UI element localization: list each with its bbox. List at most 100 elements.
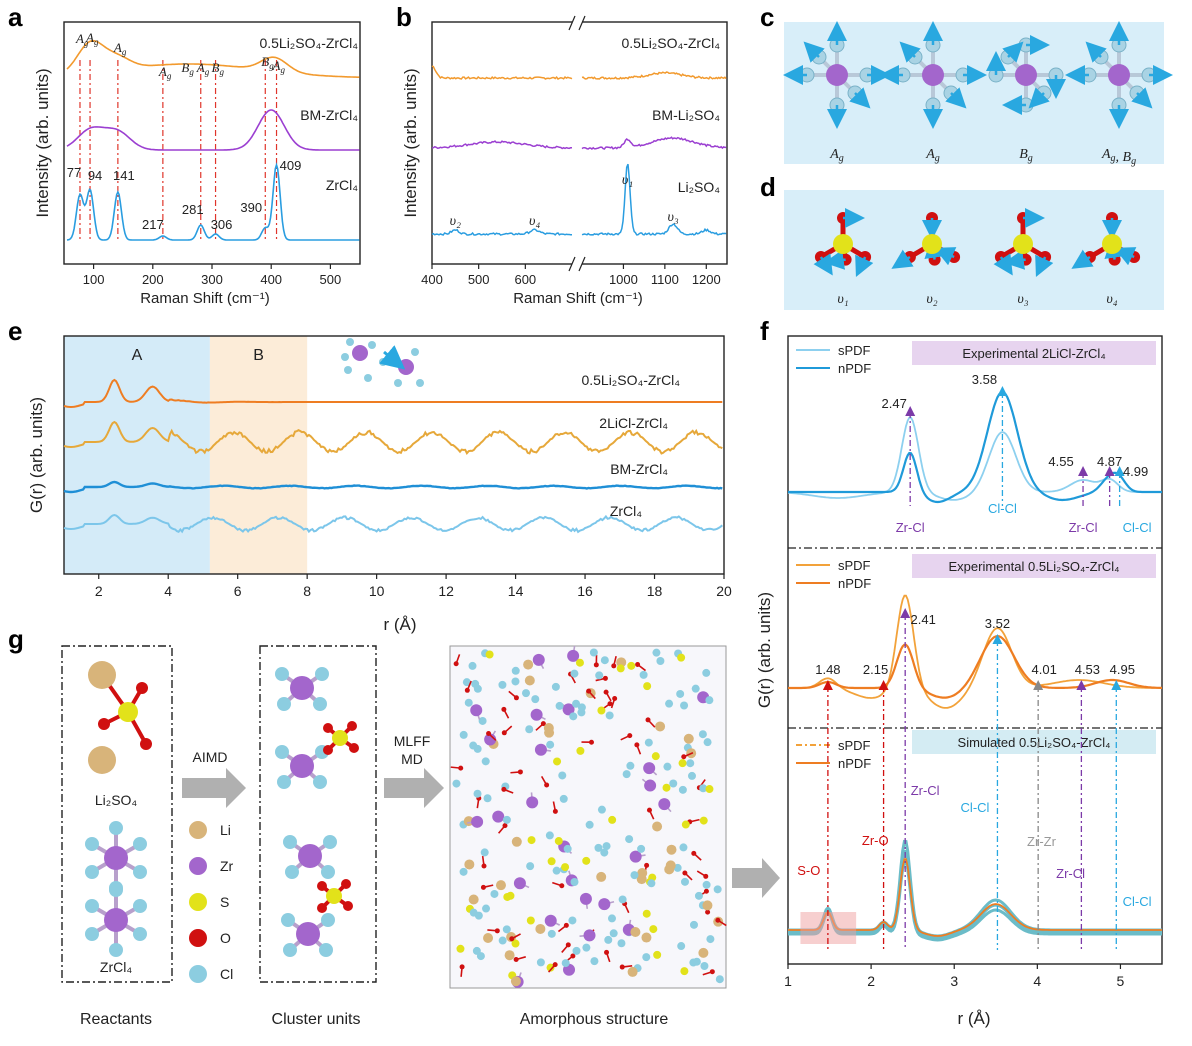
g-amorph-atom-cl	[561, 959, 570, 968]
g-amorph-atom-o	[703, 888, 709, 894]
e-inset-cl-atom	[344, 366, 352, 374]
f-title-box-1	[912, 554, 1156, 578]
g-amorph-atom-zr	[526, 796, 539, 809]
g-amorph-atom-o	[645, 717, 651, 723]
d-mode-label: υ₃	[1017, 292, 1028, 307]
g-amorph-atom-o	[565, 942, 571, 948]
legend-b-2: Li₂SO₄	[678, 179, 721, 195]
panel-letter-f: f	[760, 316, 769, 346]
c-zr-atom	[922, 64, 944, 86]
f1-peak-marker	[1104, 466, 1115, 476]
c-displacement-arrow	[849, 87, 871, 109]
g-amorph-atom-o	[570, 953, 576, 959]
g-amorph-atom-cl	[595, 671, 604, 680]
g-amorph-atom-cl	[680, 701, 689, 710]
g-amorph-atom-li	[483, 932, 494, 943]
label-md: MD	[401, 751, 423, 767]
panel-g-schematic: Li Zr S O Cl Reactants Cluster units Amorpho…	[61, 645, 780, 1028]
g-amorph-atom-li	[495, 880, 506, 891]
g-amorph-atom-s	[575, 658, 584, 667]
g-amorph-atom-zr	[492, 810, 505, 823]
g-amorph-atom-cl	[600, 848, 609, 857]
g-amorph-atom-cl	[597, 805, 606, 814]
e-xtick-label: 8	[303, 583, 311, 599]
g-amorph-atom-o	[634, 742, 640, 748]
g-amorph-atom-cl	[607, 914, 616, 923]
f1-spdf	[787, 416, 1162, 501]
g-amorph-atom-s	[643, 682, 652, 691]
panel-f-xlabel: r (Å)	[957, 1009, 990, 1028]
g-amorph-atom-cl	[551, 682, 560, 691]
g-cl-atom	[275, 667, 289, 681]
a-peak-label: 306	[211, 217, 233, 232]
g-amorph-atom-o	[540, 721, 546, 727]
caption-reactants: Reactants	[80, 1011, 152, 1028]
g-amorph-atom-cl	[482, 904, 491, 913]
g-amorph-atom-s	[511, 939, 520, 948]
g-cl-atom	[85, 927, 99, 941]
c-mode-label: Bg	[1019, 147, 1033, 164]
g-amorph-atom-cl	[622, 770, 631, 779]
g-amorph-atom-cl	[590, 957, 599, 966]
f2-peak-label: 4.95	[1110, 662, 1135, 677]
g-amorph-atom-cl	[585, 820, 594, 829]
b-series-right-2	[581, 163, 727, 236]
g-cl-atom	[315, 667, 329, 681]
g-amorph-atom-s	[576, 746, 585, 755]
g-legend-label: Cl	[220, 966, 233, 982]
panel-letter-e: e	[8, 316, 22, 346]
g-amorph-atom-cl	[555, 701, 564, 710]
e-inset-cl-atom	[368, 341, 376, 349]
g-amorph-atom-cl	[572, 946, 581, 955]
g-amorph-atom-li	[464, 859, 475, 870]
c-zr-atom	[826, 64, 848, 86]
g-amorph-atom-o	[494, 928, 500, 934]
e-xtick-label: 14	[508, 583, 524, 599]
g-amorph-atom-li	[665, 860, 676, 871]
g-amorph-atom-o	[709, 969, 715, 975]
g-amorph-atom-zr	[471, 815, 484, 828]
g-amorph-atom-cl	[677, 942, 686, 951]
arrow-aimd	[182, 768, 246, 808]
f-title-box-0	[912, 341, 1156, 365]
a-mode-label: Bg	[212, 60, 225, 77]
g-cl-atom	[285, 865, 299, 879]
g-li-atom	[88, 661, 116, 689]
f3-assignment: Cl-Cl	[961, 800, 990, 815]
b-series-right-0	[581, 71, 727, 80]
e-xtick-label: 4	[164, 583, 172, 599]
label-mlff: MLFF	[394, 733, 431, 749]
g-amorph-atom-zr	[598, 898, 611, 911]
panel-a-ylabel: Intensity (arb. units)	[33, 68, 52, 217]
g-amorph-atom-cl	[602, 842, 611, 851]
g-amorph-atom-cl	[702, 668, 711, 677]
g-amorph-atom-cl	[570, 669, 579, 678]
g-amorph-atom-cl	[469, 741, 478, 750]
legend-a-0: 0.5Li₂SO₄-ZrCl₄	[259, 35, 358, 51]
f2-peak-marker	[1076, 680, 1087, 690]
g-amorph-atom-o	[513, 957, 519, 963]
d-s-atom	[1013, 234, 1033, 254]
g-amorph-atom-o	[607, 701, 613, 707]
g-legend-label: S	[220, 894, 229, 910]
g-o-atom	[341, 879, 351, 889]
panel-c-modes: Ag Ag Bg Ag, Bg	[783, 21, 1173, 167]
legend-b-1: BM-Li₂SO₄	[652, 107, 720, 123]
g-cl-atom	[109, 943, 123, 957]
e-inset-zr-atom	[398, 359, 414, 375]
g-amorph-atom-o	[588, 739, 594, 745]
g-amorph-atom-cl	[552, 866, 561, 875]
c-displacement-arrow	[899, 41, 921, 63]
g-amorph-atom-cl	[686, 759, 695, 768]
f-xtick-label: 1	[784, 973, 792, 989]
g-amorph-atom-cl	[618, 895, 627, 904]
g-amorph-atom-cl	[694, 891, 703, 900]
g-amorph-atom-cl	[468, 661, 477, 670]
g-amorph-atom-s	[699, 816, 708, 825]
g-o-atom	[343, 901, 353, 911]
f2-peak-label: 1.48	[815, 662, 840, 677]
g-amorph-atom-o	[563, 922, 569, 928]
g-amorph-atom-zr	[530, 708, 543, 721]
g-amorph-atom-cl	[462, 678, 471, 687]
c-displacement-arrow	[803, 41, 825, 63]
